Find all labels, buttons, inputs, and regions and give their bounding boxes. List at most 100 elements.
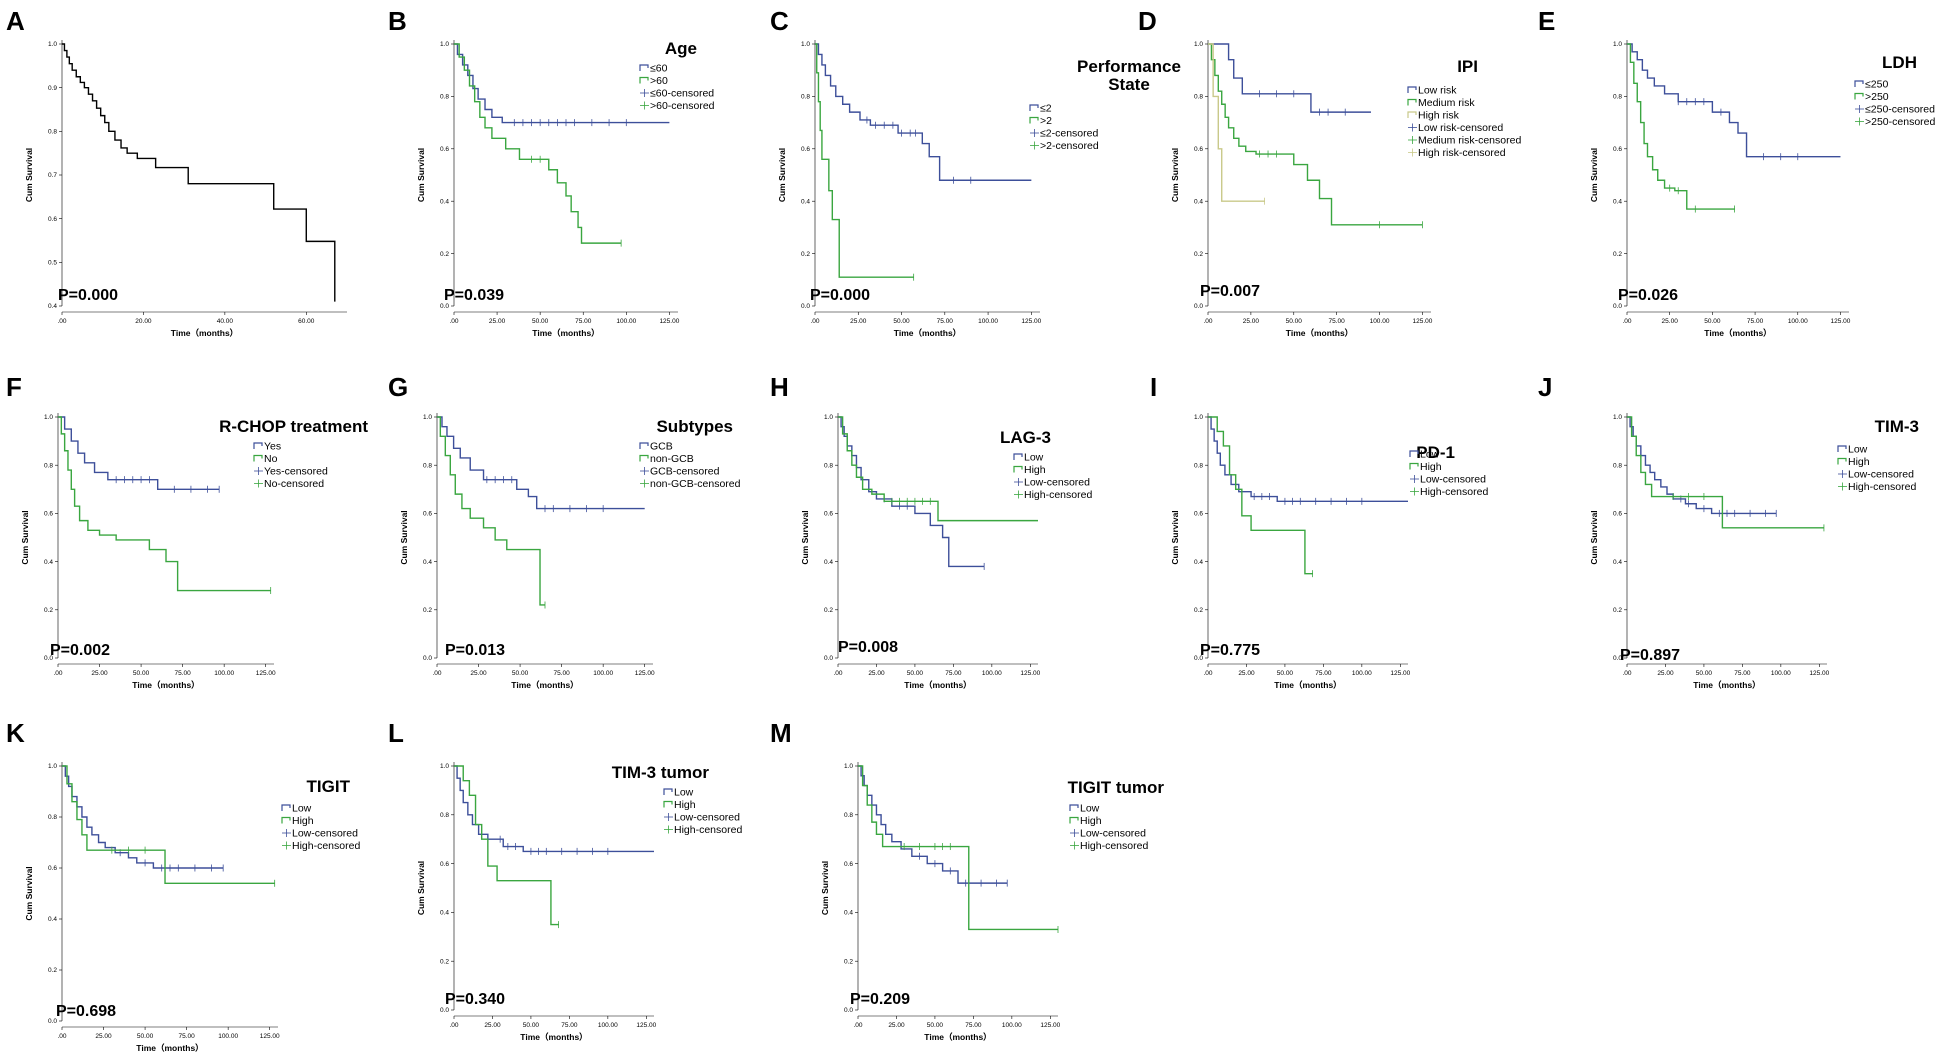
y-axis-title: Cum Survival [20, 510, 30, 564]
legend-swatch [1407, 98, 1417, 106]
x-tick-label: 50.00 [532, 318, 549, 325]
x-tick-label: 50.00 [1286, 318, 1303, 325]
km-curve-1 [437, 416, 645, 510]
x-axis-title: Time（months） [171, 328, 238, 338]
legend-item: Low-censored [664, 812, 740, 824]
y-tick-label: 1.0 [48, 41, 57, 48]
x-tick-label: .00 [1203, 670, 1212, 677]
legend-label: Low [292, 803, 312, 815]
panel-letter: C [770, 6, 789, 36]
legend-item: High risk-censored [1408, 147, 1506, 159]
p-value: P=0.013 [445, 642, 505, 659]
panel-title: TIGIT tumor [1068, 778, 1165, 797]
y-tick-label: 0.6 [1194, 511, 1203, 518]
x-tick-label: 125.00 [260, 1033, 280, 1040]
legend-swatch [1013, 465, 1023, 473]
legend-item: GCB-censored [640, 466, 720, 478]
y-tick-label: 0.6 [440, 146, 449, 153]
panel-l: L 0.0 0.2 0.4 0.6 0.8 1.0 .00 25.00 50.00 75.00 100… [388, 718, 742, 1042]
panel-letter: G [388, 372, 408, 402]
x-tick-label: 100.00 [593, 670, 613, 677]
panel-letter: E [1538, 6, 1555, 36]
p-value: P=0.897 [1620, 647, 1680, 664]
panel-title: Subtypes [656, 417, 733, 436]
panel-title: R-CHOP treatment [219, 417, 368, 436]
legend-item: High [1013, 464, 1046, 476]
legend-item: High-censored [1070, 840, 1148, 852]
panel-g: G 0.0 0.2 0.4 0.6 0.8 1.0 .00 25.00 50.00 75.00 100… [388, 372, 741, 690]
panel-title: PD-1 [1416, 443, 1455, 462]
legend-swatch [639, 64, 649, 71]
x-tick-label: .00 [449, 318, 458, 325]
y-tick-label: 0.4 [844, 910, 853, 917]
x-tick-label: 100.00 [982, 670, 1002, 677]
y-tick-label: 0.8 [440, 94, 449, 101]
p-value: P=0.039 [444, 287, 504, 304]
y-tick-label: 0.2 [844, 958, 853, 965]
legend-label: ≤60-censored [650, 88, 714, 100]
x-axis-title: Time（months） [904, 680, 971, 690]
legend-swatch [663, 800, 673, 808]
x-tick-label: 125.00 [1412, 318, 1432, 325]
y-tick-label: 0.6 [1194, 146, 1203, 153]
y-tick-label: 1.0 [1194, 41, 1203, 48]
x-axis-title: Time（months） [1704, 328, 1771, 338]
legend-swatch [253, 454, 263, 462]
y-tick-label: 1.0 [44, 414, 53, 421]
x-tick-label: 25.00 [484, 1022, 501, 1029]
y-tick-label: 0.7 [48, 172, 57, 179]
x-tick-label: 100.00 [616, 318, 636, 325]
x-tick-label: 25.00 [868, 670, 885, 677]
legend-label: Low-censored [1420, 474, 1486, 486]
x-tick-label: 75.00 [553, 670, 570, 677]
y-tick-label: 0.4 [440, 198, 449, 205]
y-tick-label: 0.8 [44, 462, 53, 469]
legend-swatch [281, 804, 291, 811]
y-tick-label: 0.0 [440, 303, 449, 310]
x-tick-label: 25.00 [1243, 318, 1260, 325]
x-tick-label: 25.00 [489, 318, 506, 325]
legend-label: Low-censored [1848, 469, 1914, 481]
x-axis-title: Time（months） [894, 328, 961, 338]
x-tick-label: 75.00 [937, 318, 954, 325]
km-curve-1 [1627, 416, 1777, 515]
y-tick-label: 0.0 [1613, 303, 1622, 310]
y-tick-label: 0.4 [1613, 198, 1622, 205]
legend-label: GCB-censored [650, 466, 720, 478]
y-axis-title: Cum Survival [1589, 510, 1599, 564]
legend-swatch [663, 788, 673, 795]
legend-item: Medium risk-censored [1408, 135, 1521, 147]
y-tick-label: 0.6 [844, 861, 853, 868]
legend-label: High-censored [292, 840, 360, 852]
y-tick-label: 0.6 [423, 511, 432, 518]
panel-title: TIGIT [307, 777, 351, 796]
x-tick-label: 125.00 [1809, 670, 1829, 677]
legend-swatch [1837, 445, 1847, 452]
y-tick-label: 0.4 [423, 559, 432, 566]
legend-label: Low risk [1418, 85, 1457, 97]
x-tick-label: 75.00 [1329, 318, 1346, 325]
p-value: P=0.340 [445, 991, 505, 1008]
y-tick-label: 0.6 [1613, 511, 1622, 518]
legend-item: High [1069, 815, 1102, 827]
y-tick-label: 1.0 [48, 763, 57, 770]
legend-item: ≤2 [1029, 103, 1052, 115]
x-tick-label: 50.00 [1277, 670, 1294, 677]
y-tick-label: 0.8 [48, 814, 57, 821]
y-axis-title: Cum Survival [800, 510, 810, 564]
legend-swatch [1407, 111, 1417, 118]
panel-letter: J [1538, 372, 1552, 402]
x-tick-label: 100.00 [978, 318, 998, 325]
legend-swatch [1409, 462, 1419, 470]
legend-label: High risk-censored [1418, 147, 1506, 159]
legend-label: Low-censored [292, 828, 358, 840]
y-tick-label: 0.9 [48, 85, 57, 92]
panel-letter: K [6, 718, 25, 748]
legend-item: High [1409, 461, 1442, 473]
panel-title: IPI [1457, 57, 1478, 76]
km-curve-2 [815, 43, 914, 278]
legend-swatch [281, 816, 291, 824]
legend-label: Yes-censored [264, 466, 328, 478]
y-tick-label: 0.0 [1194, 655, 1203, 662]
panel-title: TIM-3 tumor [612, 763, 710, 782]
